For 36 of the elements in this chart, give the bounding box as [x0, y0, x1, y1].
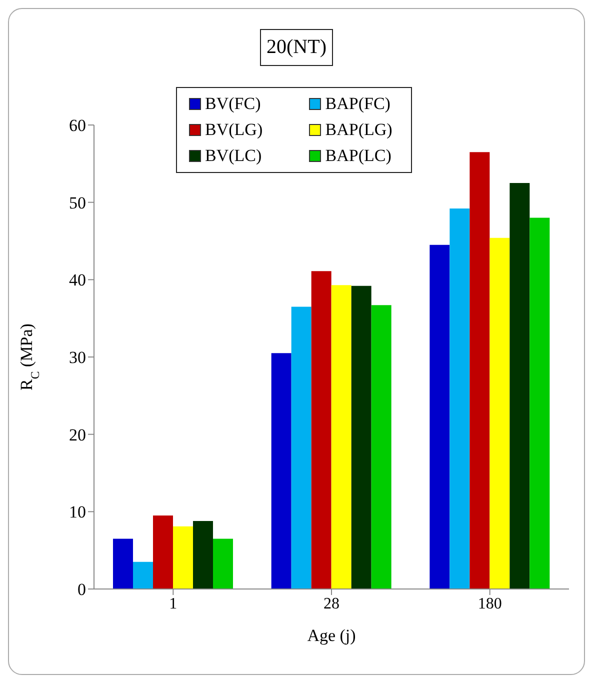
bar [450, 208, 470, 589]
x-tick-label: 180 [478, 595, 502, 612]
bar [430, 244, 450, 589]
legend-label: BV(LC) [205, 146, 262, 166]
y-tick-label: 30 [69, 348, 86, 368]
bar [331, 285, 352, 589]
x-tick-label: 28 [324, 595, 340, 612]
y-tick-label: 60 [69, 116, 86, 136]
bar [311, 271, 332, 589]
legend-label: BAP(LC) [325, 146, 392, 166]
y-tick-label: 50 [69, 193, 86, 212]
legend-label: BV(FC) [205, 94, 261, 114]
bar [371, 305, 392, 589]
bar [351, 286, 372, 589]
bar [173, 526, 193, 589]
bar [510, 183, 530, 589]
x-tick-label: 1 [169, 595, 178, 612]
bar [271, 353, 292, 589]
y-tick-label: 0 [78, 580, 86, 600]
bar [113, 538, 133, 589]
legend-label: BAP(LG) [325, 120, 392, 140]
bar [133, 562, 153, 589]
legend-label: BAP(FC) [325, 94, 390, 114]
bar [291, 306, 312, 589]
bar [213, 538, 233, 589]
bar [530, 218, 550, 589]
y-tick-label: 20 [69, 425, 86, 444]
y-tick-label: 40 [69, 270, 86, 290]
chart-title: 20(NT) [260, 29, 334, 66]
bar [153, 516, 173, 589]
bar [470, 152, 490, 589]
bar [490, 238, 510, 589]
legend-label: BV(LG) [205, 120, 263, 140]
y-tick-label: 10 [69, 502, 86, 522]
bar [193, 520, 213, 589]
x-axis-title: Age (j) [307, 626, 356, 645]
